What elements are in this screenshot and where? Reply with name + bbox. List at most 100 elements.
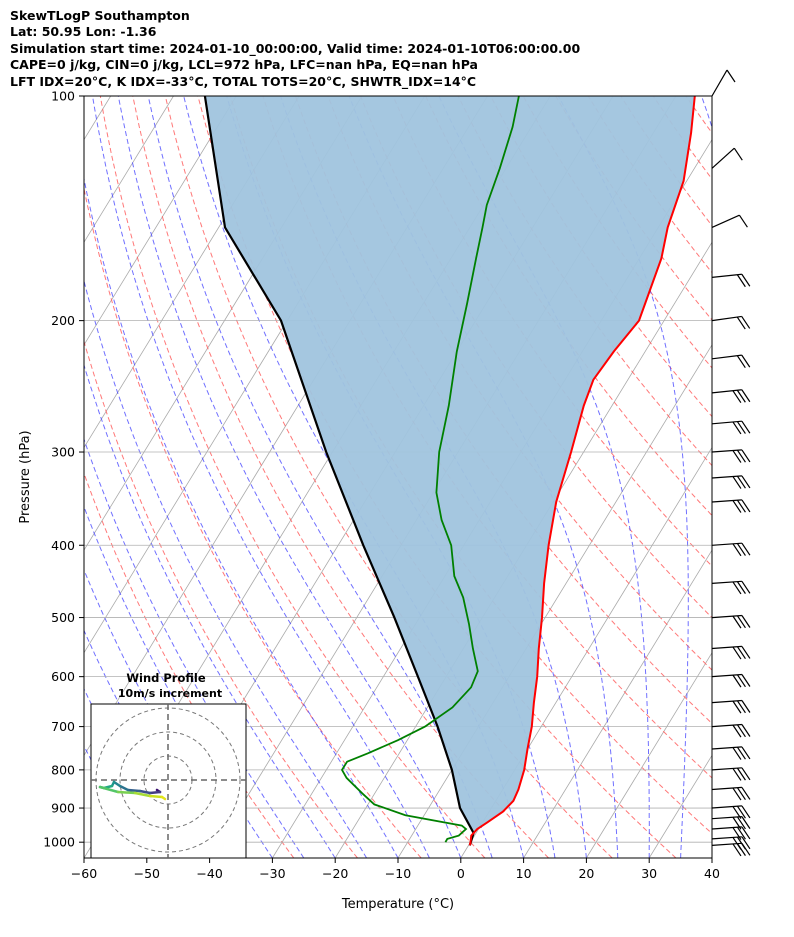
wind-barb-staff [711,723,742,728]
wind-barb-flag [736,826,746,840]
wind-barb-flag [738,214,748,228]
wind-barb-flag [736,475,746,489]
wind-barb [711,842,751,857]
wind-barb [711,805,751,819]
hodograph-trace-segment [116,790,137,795]
parcel-line [203,96,475,846]
y-tick-label: 1000 [43,835,75,850]
wind-barb-flag [726,69,736,83]
x-tick-label: −10 [385,866,411,881]
location-text: Lat: 50.95 Lon: -1.36 [10,24,157,39]
dry-adiabat-line [99,96,486,858]
wind-barb-flag [741,499,751,513]
moist-adiabat-line [84,568,242,858]
wind-barb [711,499,751,513]
x-tick-label: −30 [259,866,285,881]
wind-barb-flag [741,475,751,489]
wind-barb [711,673,751,688]
wind-barb [711,420,751,435]
indices-text-2: LFT IDX=20°C, K IDX=-33°C, TOTAL TOTS=20… [10,74,477,89]
wind-barb-flag [741,826,751,840]
wind-barb-staff [711,805,742,809]
wind-barb-flag [736,816,746,830]
dry-adiabat-line [84,471,295,858]
moist-adiabat-line [84,363,336,858]
wind-barb-flag [736,499,746,513]
dry-adiabat-line [294,96,712,725]
wind-barb [711,580,751,595]
wind-barb-staff [711,69,728,97]
wind-barb-flag [736,646,746,660]
wind-barb-flag [741,316,751,329]
wind-barb-flag [732,581,742,595]
dry-adiabat-line [197,96,677,858]
hodograph-subtitle: 10m/s increment [118,687,222,700]
isotherm-line [84,96,237,346]
wind-barb-staff [711,786,742,791]
wind-barb-staff [711,673,742,678]
wind-barb [711,786,751,801]
hodograph-trace-segment [98,785,120,794]
hodograph-trace-segment [133,791,152,798]
y-axis-label: Pressure (hPa) [18,430,33,523]
wind-barb-flag [736,543,746,556]
indices-text-1: CAPE=0 j/kg, CIN=0 j/kg, LCL=972 hPa, LF… [10,57,478,72]
y-tick-label: 700 [51,719,75,734]
wind-barb-flag [733,147,743,161]
wind-barb-flag [741,746,751,760]
wind-barb-flag [736,724,746,738]
wind-barb [711,614,751,629]
y-tick-label: 200 [51,313,75,328]
wind-barb-flag [736,843,746,856]
wind-barb-flag [732,543,742,557]
wind-barb-staff [711,842,742,846]
wind-barb-flag [732,843,742,857]
y-tick-label: 400 [51,538,75,553]
time-text: Simulation start time: 2024-01-10_00:00:… [10,41,581,56]
wind-barbs [711,69,751,857]
x-tick-label: −60 [71,866,97,881]
x-tick-label: 0 [457,866,465,881]
wind-barb [711,147,743,169]
wind-barb-staff [711,699,742,704]
y-tick-label: 600 [51,669,75,684]
wind-barb-flag [741,674,751,687]
hodograph-trace-segment [160,795,167,801]
wind-barb-flag [736,355,746,369]
wind-barb [711,69,736,97]
hodograph-trace-segment [148,790,162,795]
dry-adiabat-line [164,96,613,858]
wind-barb [711,723,751,738]
dewpoint-line [340,96,520,843]
wind-barb-staff [711,580,742,584]
wind-barb-flag [736,700,746,714]
wind-barb-flag [732,674,742,688]
dry-adiabat-line [425,96,712,517]
wind-barb-flag [741,767,751,781]
wind-barb-staff [711,475,742,479]
dry-adiabat-line [84,339,358,858]
isotherm-line [775,96,794,858]
wind-barb-staff [711,147,735,169]
wind-barb [711,475,751,489]
moist-adiabat-line [557,96,689,858]
wind-barb-flag [732,724,742,738]
wind-barb-flag [732,646,742,660]
wind-barb-staff [711,816,742,820]
x-tick-label: 40 [704,866,720,881]
wind-barb-flag [736,421,746,434]
wind-barb-flag [741,787,751,800]
wind-barb-staff [711,354,742,360]
wind-barb-flag [736,389,746,403]
wind-barb-flag [741,816,751,829]
hodograph-trace-segment [118,784,130,792]
wind-barb-flag [732,768,742,781]
dry-adiabat-line [685,96,712,134]
wind-barb-flag [732,450,742,463]
wind-barb-flag [736,449,746,463]
wind-barb-staff [711,614,742,619]
wind-barb-flag [741,354,751,368]
wind-barb-flag [736,746,746,760]
isotherm-line [523,549,712,858]
